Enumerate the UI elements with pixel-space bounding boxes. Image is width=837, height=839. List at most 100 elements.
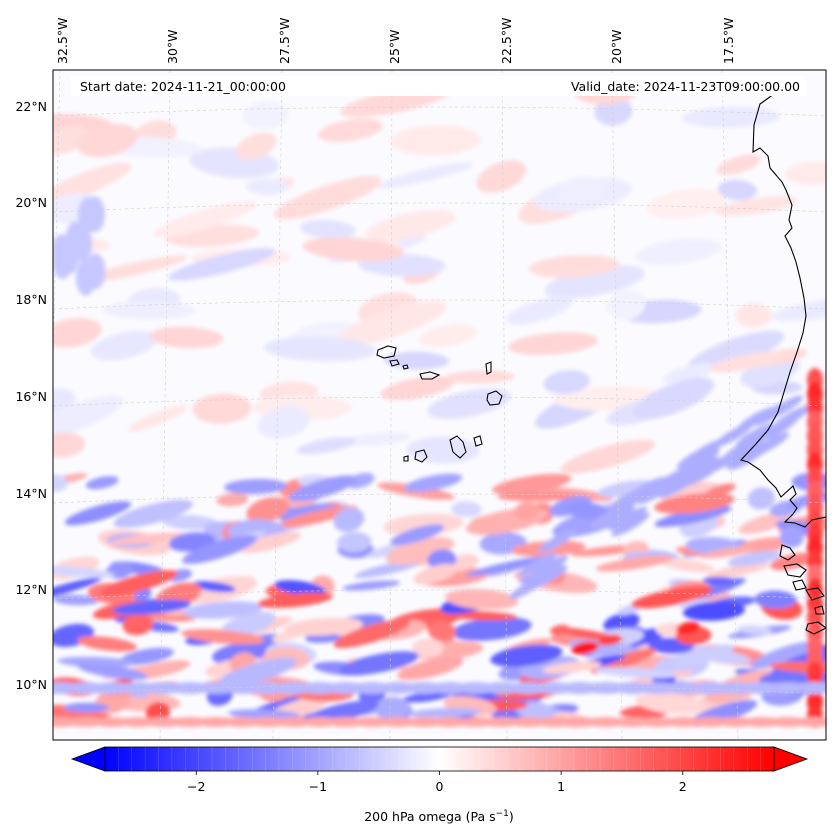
lon-label: 27.5°W <box>277 18 292 64</box>
omega-cell <box>444 588 519 610</box>
omega-cell <box>428 621 457 642</box>
lat-gridline <box>53 589 826 600</box>
omega-cell <box>339 651 419 676</box>
omega-cell <box>418 323 478 348</box>
omega-cell <box>542 487 613 502</box>
omega-cell <box>53 125 89 156</box>
gridlines <box>53 70 826 740</box>
omega-cell <box>128 405 188 432</box>
omega-cell <box>687 438 726 463</box>
omega-cell <box>659 558 715 573</box>
omega-cell <box>544 265 645 299</box>
omega-cell <box>112 599 192 615</box>
omega-cell <box>654 505 732 528</box>
omega-cell <box>754 590 797 609</box>
omega-cell <box>407 707 482 718</box>
islands-bissau <box>779 544 826 635</box>
omega-cell <box>704 483 736 497</box>
omega-cell <box>220 611 276 638</box>
colorbar-tick-label: −1 <box>309 779 327 794</box>
omega-cell <box>445 370 515 384</box>
omega-cell <box>246 497 289 523</box>
omega-cell <box>706 562 770 579</box>
lat-gridline <box>53 202 826 213</box>
omega-cell <box>663 363 716 384</box>
lon-label: 25°W <box>387 29 402 64</box>
lat-label: 22°N <box>15 99 47 114</box>
omega-cell <box>717 179 758 201</box>
omega-cell <box>528 254 620 279</box>
omega-cell <box>595 555 674 572</box>
omega-cell <box>714 196 799 216</box>
omega-cell <box>76 123 138 158</box>
omega-cell <box>57 656 135 668</box>
lon-label: 30°W <box>165 29 180 64</box>
omega-cell <box>673 644 734 668</box>
omega-cell <box>390 524 444 546</box>
omega-cell <box>772 296 826 322</box>
omega-cell <box>727 550 782 567</box>
omega-cell <box>451 501 482 517</box>
omega-cell <box>380 376 455 401</box>
omega-cell <box>687 330 785 373</box>
omega-cell <box>770 552 815 571</box>
lon-label: 20°W <box>609 29 624 64</box>
omega-cell <box>681 448 720 473</box>
cape-verde-santiago <box>449 435 467 459</box>
omega-cell <box>633 377 715 420</box>
omega-cell <box>764 395 804 420</box>
omega-cell <box>560 439 656 474</box>
omega-cell <box>150 326 224 349</box>
omega-cell <box>333 507 365 532</box>
omega-cell <box>397 656 464 680</box>
colorbar-extend-max <box>773 746 809 772</box>
omega-cell <box>411 638 444 658</box>
omega-cell <box>296 437 356 455</box>
lat-gridline <box>53 684 826 695</box>
omega-cell <box>508 332 598 356</box>
omega-cell <box>529 555 568 580</box>
omega-cell <box>365 209 456 241</box>
omega-cell <box>427 388 511 420</box>
cape-verde-sao-vicente <box>389 359 400 367</box>
omega-cell <box>413 563 458 585</box>
omega-cell <box>84 196 105 233</box>
omega-cell <box>342 580 401 591</box>
omega-cell <box>53 243 73 280</box>
cape-verde-santo-antao <box>376 345 397 359</box>
omega-cell <box>571 641 599 655</box>
omega-cell <box>735 423 774 448</box>
lon-gridline <box>721 70 739 740</box>
omega-cell <box>590 648 657 674</box>
lat-gridline <box>53 299 826 310</box>
omega-cell <box>53 594 100 606</box>
lat-gridline <box>53 106 826 117</box>
omega-cell <box>283 617 364 636</box>
map-frame <box>52 69 827 741</box>
omega-cell <box>245 178 290 195</box>
omega-cell <box>699 546 756 559</box>
cape-verde-boa-vista <box>486 390 503 406</box>
omega-cell <box>550 624 570 636</box>
omega-cell <box>509 575 548 599</box>
omega-cell <box>224 478 287 495</box>
omega-cell <box>465 556 547 577</box>
lat-label: 10°N <box>15 677 47 692</box>
omega-cell <box>99 570 178 597</box>
omega-cell <box>514 501 540 520</box>
omega-cell <box>192 393 252 424</box>
omega-cell <box>383 351 450 370</box>
omega-cell <box>709 351 786 373</box>
colorbar-tick-label: 2 <box>679 779 687 794</box>
omega-cell <box>274 580 326 596</box>
lat-label: 16°N <box>15 389 47 404</box>
omega-cell <box>402 690 453 703</box>
omega-cell <box>565 501 610 520</box>
africa-coastline <box>739 85 826 528</box>
omega-cell <box>682 601 745 621</box>
lon-label: 32.5°W <box>55 18 70 64</box>
omega-cell <box>680 456 720 481</box>
omega-cell <box>520 701 553 721</box>
lat-label: 20°N <box>15 195 47 210</box>
